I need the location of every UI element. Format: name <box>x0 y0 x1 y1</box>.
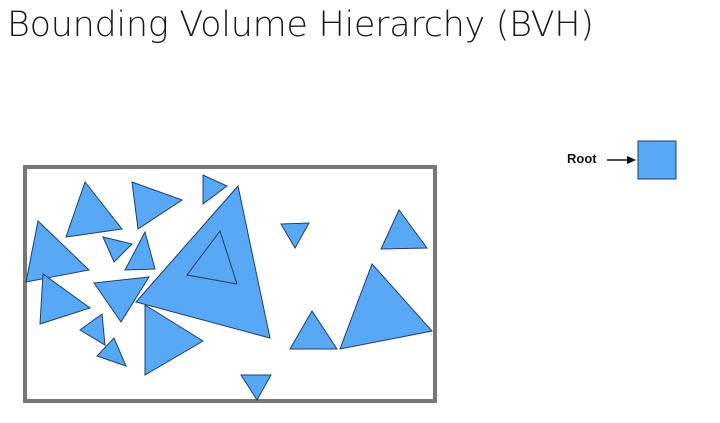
triangle <box>39 273 92 325</box>
triangle <box>202 174 228 205</box>
triangle <box>65 180 123 238</box>
scene-bounding-box <box>23 165 437 403</box>
triangle <box>96 337 127 367</box>
triangle <box>124 230 156 271</box>
triangle <box>93 276 150 323</box>
root-node <box>637 140 677 180</box>
triangle <box>339 263 433 350</box>
triangle <box>289 310 338 350</box>
triangle <box>144 304 204 376</box>
triangle <box>380 209 428 250</box>
root-label: Root <box>567 151 597 166</box>
root-arrowhead <box>627 156 636 164</box>
triangle <box>102 236 133 263</box>
triangle <box>79 313 106 346</box>
triangle <box>280 222 310 250</box>
triangle <box>135 184 271 339</box>
triangle <box>131 181 184 230</box>
triangle <box>25 220 91 283</box>
triangle <box>240 374 272 401</box>
slide-title: Bounding Volume Hierarchy (BVH) <box>7 5 594 45</box>
triangle-outline-inner <box>186 229 238 285</box>
triangle-group <box>25 174 433 401</box>
